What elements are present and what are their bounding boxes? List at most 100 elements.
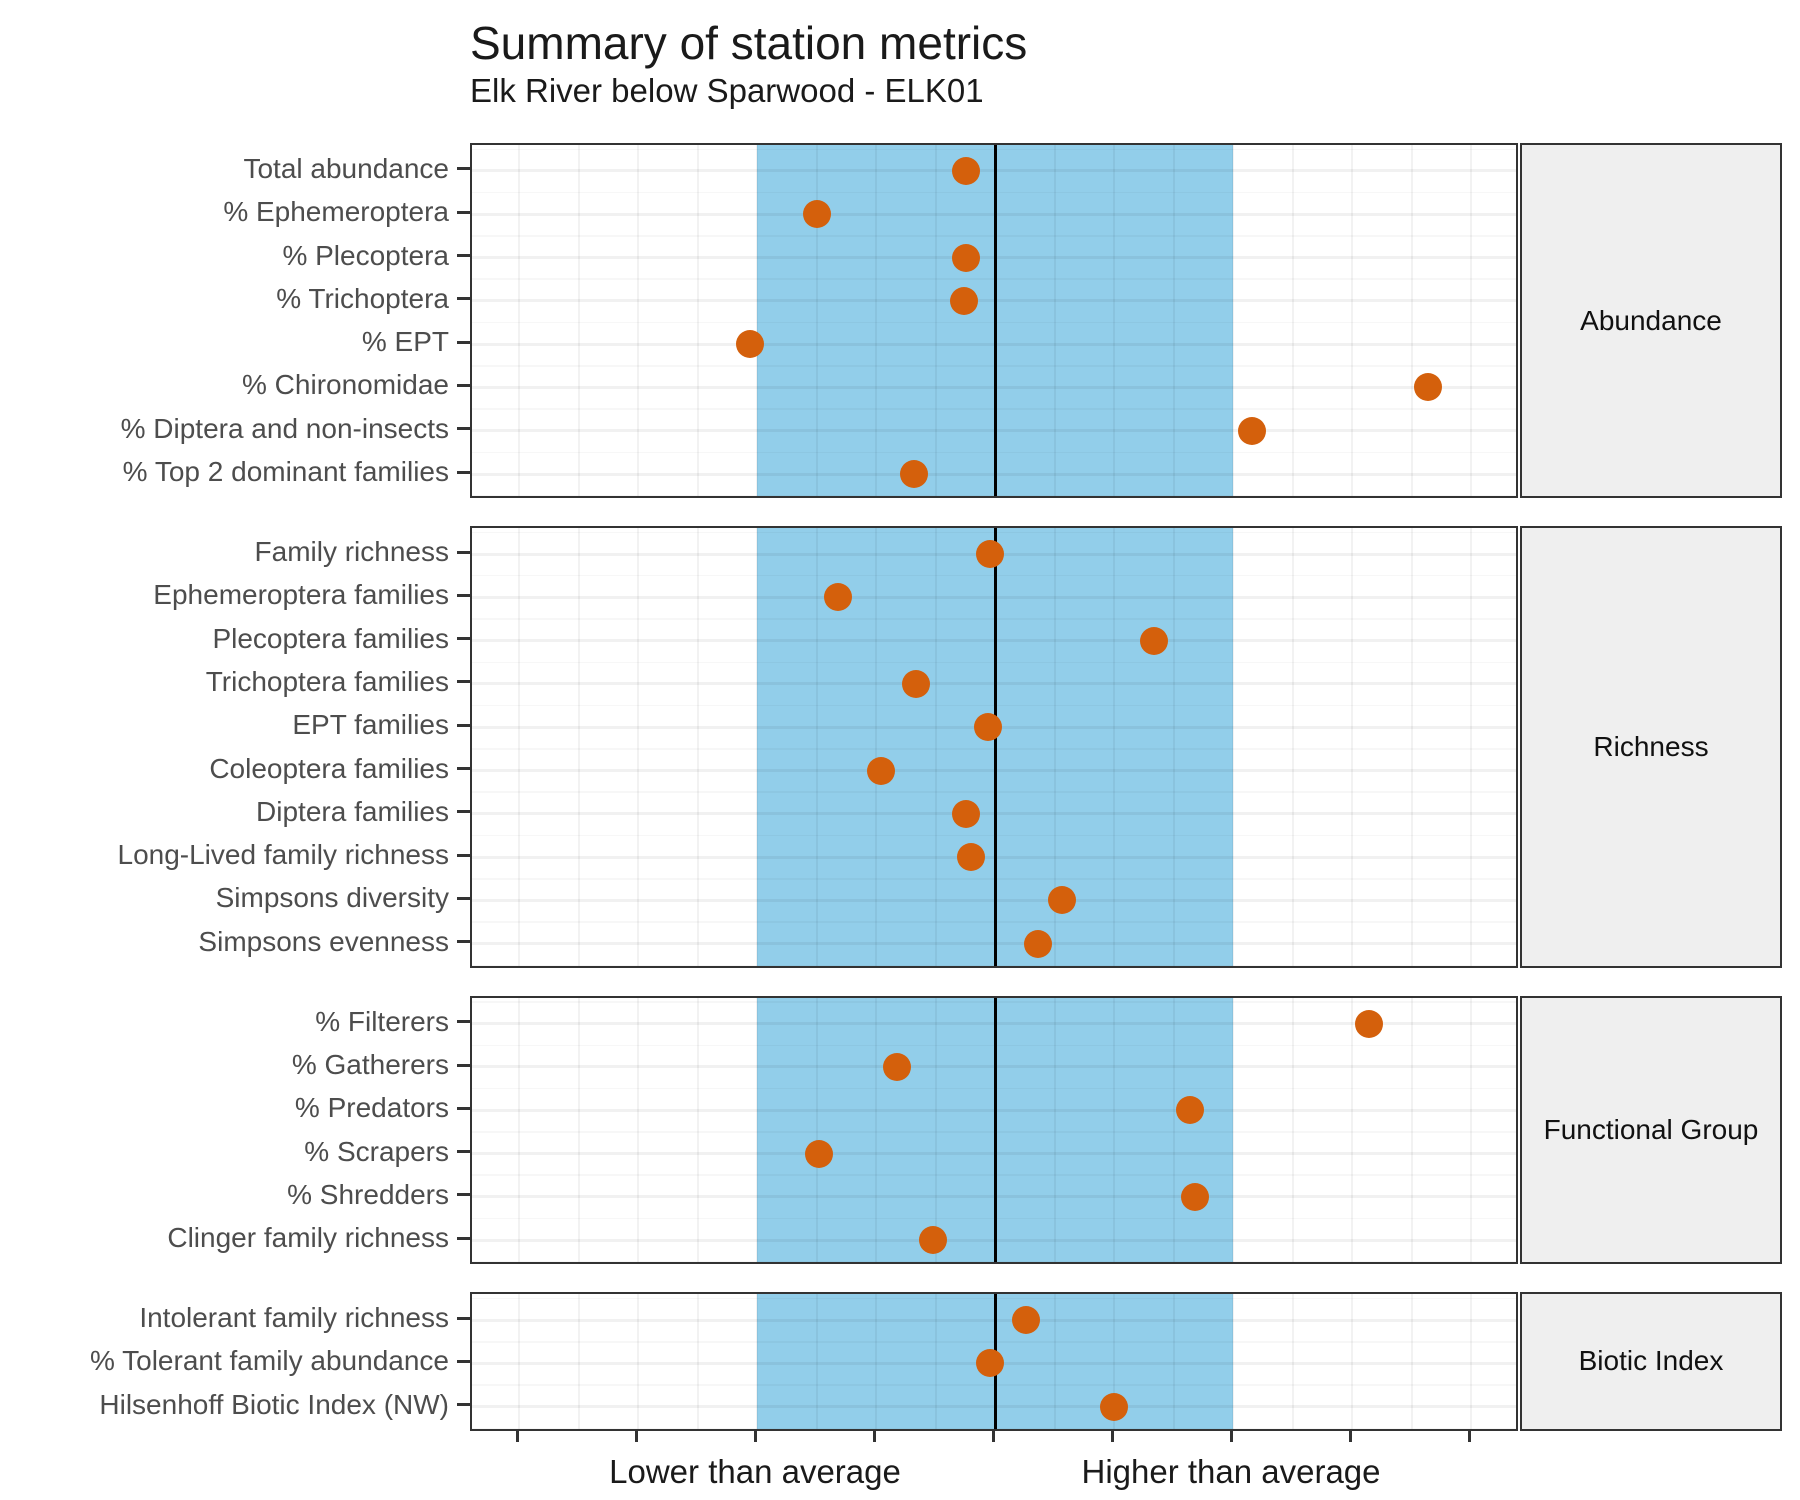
average-reference-line	[993, 997, 997, 1263]
data-point	[1354, 1009, 1383, 1038]
vertical-gridline	[815, 528, 818, 966]
y-axis-label: % Top 2 dominant families	[122, 456, 449, 488]
x-axis-label: Higher than average	[1081, 1452, 1381, 1490]
y-axis-tick	[457, 254, 470, 258]
data-point	[823, 583, 852, 612]
vertical-gridline	[637, 528, 639, 966]
vertical-gridline	[577, 997, 580, 1263]
vertical-gridline	[1172, 528, 1175, 966]
data-point	[1238, 416, 1267, 445]
y-axis-label: Intolerant family richness	[139, 1302, 449, 1334]
x-axis-tick	[872, 1430, 876, 1442]
vertical-gridline	[756, 1294, 758, 1429]
y-axis-label: Simpsons diversity	[215, 882, 449, 914]
vertical-gridline	[815, 997, 818, 1263]
y-axis-label: Family richness	[254, 536, 449, 568]
y-axis-label: % Diptera and non-insects	[120, 412, 449, 444]
vertical-gridline	[875, 1294, 877, 1429]
y-axis-label: Simpsons evenness	[198, 925, 449, 957]
y-axis-label: % Ephemeroptera	[223, 196, 449, 228]
data-point	[976, 1349, 1005, 1378]
y-axis-tick	[457, 593, 470, 597]
facet-panel-functional-group	[470, 995, 1518, 1265]
data-point	[883, 1052, 912, 1081]
y-axis-tick	[457, 1150, 470, 1154]
data-point	[804, 1139, 833, 1168]
y-axis-tick	[457, 723, 470, 727]
data-point	[1011, 1306, 1040, 1335]
y-axis-tick	[457, 853, 470, 857]
y-axis-tick	[457, 470, 470, 474]
facet-panel-abundance	[470, 143, 1518, 499]
y-axis-tick	[457, 637, 470, 641]
vertical-gridline	[1232, 528, 1234, 966]
vertical-gridline	[756, 145, 758, 497]
vertical-gridline	[1232, 145, 1234, 497]
vertical-gridline	[1053, 145, 1056, 497]
y-axis-label: % Filterers	[315, 1005, 449, 1037]
vertical-gridline	[577, 145, 580, 497]
facet-strip-biotic-index: Biotic Index	[1520, 1292, 1782, 1431]
vertical-gridline	[1113, 997, 1115, 1263]
vertical-gridline	[637, 145, 639, 497]
vertical-gridline	[518, 1294, 520, 1429]
vertical-gridline	[1410, 997, 1413, 1263]
data-point	[1023, 929, 1052, 958]
average-reference-line	[993, 528, 997, 966]
y-axis-tick	[457, 340, 470, 344]
vertical-gridline	[696, 145, 699, 497]
vertical-gridline	[1113, 1294, 1115, 1429]
vertical-gridline	[815, 145, 818, 497]
facet-strip-functional-group: Functional Group	[1520, 995, 1782, 1265]
y-axis-label: EPT families	[292, 709, 449, 741]
y-axis-tick	[457, 1359, 470, 1363]
y-axis-label: Coleoptera families	[209, 752, 449, 784]
y-axis-tick	[457, 167, 470, 171]
vertical-gridline	[1351, 1294, 1353, 1429]
y-axis-label: Plecoptera families	[212, 622, 449, 654]
vertical-gridline	[518, 997, 520, 1263]
facet-panel-richness	[470, 526, 1518, 968]
y-axis-tick	[457, 1063, 470, 1067]
data-point	[1140, 626, 1169, 655]
vertical-gridline	[1470, 997, 1472, 1263]
data-point	[973, 713, 1002, 742]
y-axis-label: % Plecoptera	[282, 239, 449, 271]
vertical-gridline	[1410, 528, 1413, 966]
vertical-gridline	[518, 145, 520, 497]
data-point	[950, 286, 979, 315]
vertical-gridline	[1291, 1294, 1294, 1429]
y-axis-tick	[457, 383, 470, 387]
y-axis-label: Ephemeroptera families	[153, 579, 449, 611]
vertical-gridline	[934, 528, 937, 966]
vertical-gridline	[1053, 528, 1056, 966]
y-axis-tick	[457, 940, 470, 944]
y-axis-tick	[457, 680, 470, 684]
vertical-gridline	[1172, 997, 1175, 1263]
vertical-gridline	[1351, 528, 1353, 966]
y-axis-label: Clinger family richness	[167, 1222, 449, 1254]
y-axis-tick	[457, 550, 470, 554]
y-axis-tick	[457, 1236, 470, 1240]
data-point	[952, 243, 981, 272]
y-axis-label: % Trichoptera	[276, 282, 449, 314]
data-point	[1414, 373, 1443, 402]
y-axis-tick	[457, 1316, 470, 1320]
facet-strip-abundance: Abundance	[1520, 143, 1782, 499]
facet-panel-biotic-index	[470, 1292, 1518, 1431]
facet-strip-label: Biotic Index	[1578, 1345, 1724, 1377]
y-axis-tick	[457, 297, 470, 301]
vertical-gridline	[1351, 145, 1353, 497]
y-axis-tick	[457, 210, 470, 214]
vertical-gridline	[815, 1294, 818, 1429]
vertical-gridline	[875, 528, 877, 966]
y-axis-label: Hilsenhoff Biotic Index (NW)	[99, 1388, 449, 1420]
vertical-gridline	[756, 997, 758, 1263]
y-axis-label: % Tolerant family abundance	[89, 1345, 449, 1377]
data-point	[976, 540, 1005, 569]
facet-strip-label: Richness	[1593, 730, 1709, 762]
facet-strip-label: Abundance	[1580, 304, 1722, 336]
x-axis-tick	[753, 1430, 757, 1442]
data-point	[802, 200, 831, 229]
